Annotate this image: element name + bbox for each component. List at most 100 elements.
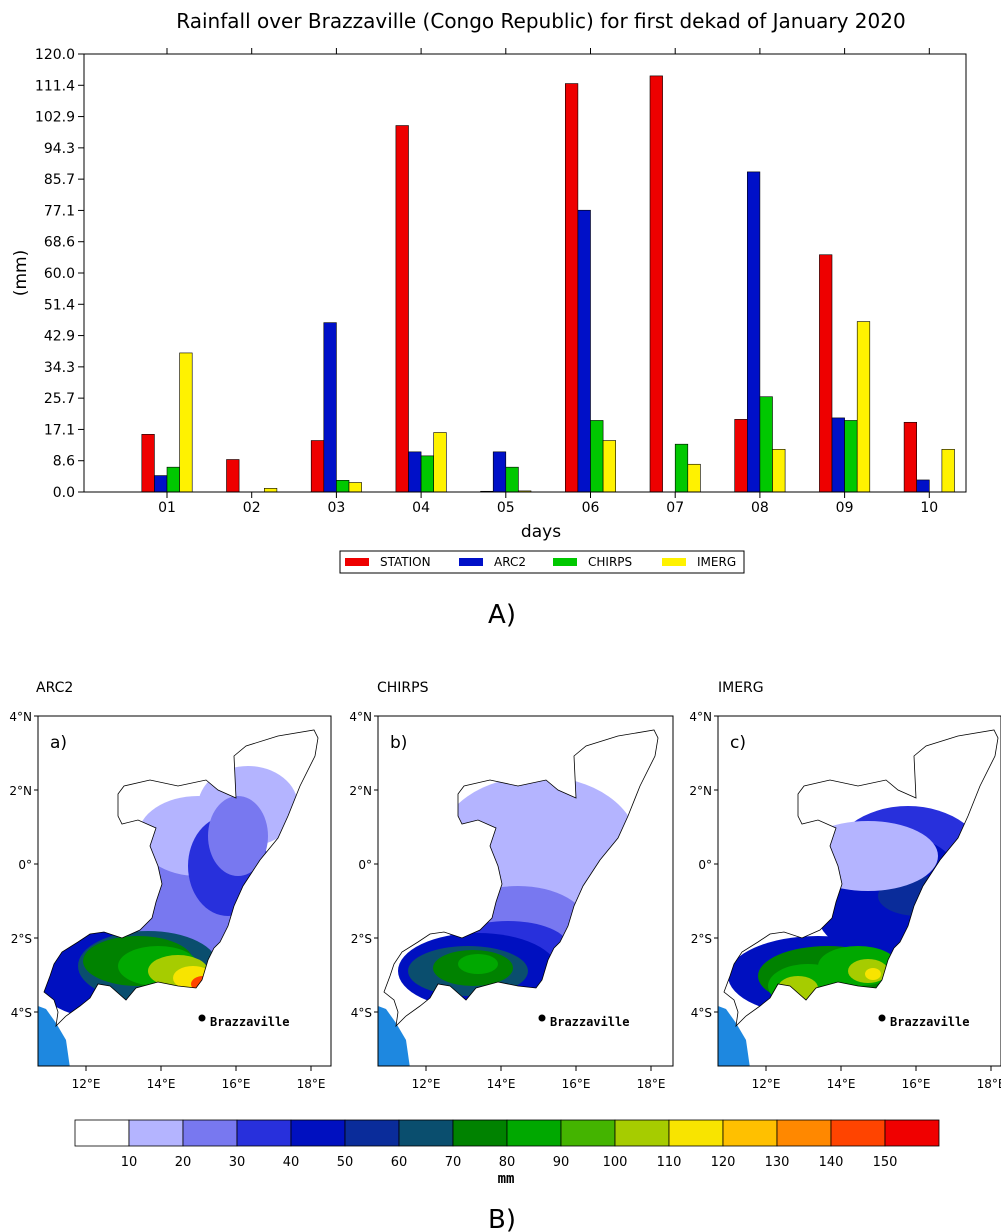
colorbar-label: 80 (499, 1155, 516, 1170)
map-title: IMERG (718, 680, 764, 696)
y-tick-label: 68.6 (44, 235, 75, 251)
colorbar-swatch (722, 1119, 778, 1147)
map-frame (717, 715, 1001, 1067)
lat-tick-label: 4°S (351, 1006, 372, 1020)
lat-tick-label: 4°N (689, 710, 712, 724)
rainfall-field (44, 766, 298, 1021)
country-border (43, 729, 319, 1028)
bar-arc2 (916, 479, 930, 493)
colorbar-label: 100 (603, 1155, 628, 1170)
rainfall-field (728, 806, 988, 1016)
colorbar-label: 130 (765, 1155, 790, 1170)
legend: STATION ARC2 CHIRPS IMERG (339, 550, 745, 574)
lat-tick-label: 2°S (11, 932, 32, 946)
bar-arc2 (746, 171, 761, 493)
colorbar-label: 150 (873, 1155, 898, 1170)
panel-label: c) (730, 733, 746, 753)
lat-tick-label: 2°S (351, 932, 372, 946)
map-panel-chirps: CHIRPS Brazzaville b) 4°N 2°N 0° 2°S 4°S 12°E 14°… (349, 680, 674, 1091)
bar-chirps (336, 480, 350, 493)
y-axis-ticks: 0.0 8.6 17.1 25.7 34.3 42.9 51.4 60.0 68.6 77.1 85… (35, 47, 84, 501)
colorbar-swatch (776, 1119, 832, 1147)
bar-arc2 (492, 451, 507, 493)
bar-chirps (505, 466, 519, 493)
bar-station (649, 75, 663, 493)
colorbar-swatch (236, 1119, 292, 1147)
x-tick-label: 05 (497, 500, 515, 516)
x-tick-label: 08 (751, 500, 769, 516)
colorbar-label: 90 (553, 1155, 570, 1170)
caption-b: B) (488, 1205, 516, 1232)
colorbar-swatch (614, 1119, 670, 1147)
colorbar-swatch (74, 1119, 130, 1147)
lon-tick-label: 14°E (147, 1077, 176, 1091)
bar-station (310, 440, 325, 493)
colorbar-swatch (128, 1119, 184, 1147)
bar-station (903, 421, 917, 493)
map-panel-imerg: IMERG Brazzaville c) 4°N 2°N 0° 2°S 4°S 12°E 14°E… (689, 680, 1001, 1091)
y-tick-label: 102.9 (35, 110, 75, 126)
bar-arc2 (154, 475, 168, 493)
lat-tick-label: 4°N (349, 710, 372, 724)
panel-label: b) (390, 733, 407, 753)
rainfall-contour (798, 821, 938, 891)
x-axis-label: days (521, 522, 561, 542)
bar-imerg (602, 440, 616, 493)
y-tick-label: 42.9 (44, 329, 75, 345)
colorbar-label: 140 (819, 1155, 844, 1170)
colorbar-swatch (830, 1119, 886, 1147)
legend-label: CHIRPS (588, 555, 632, 569)
map-title: CHIRPS (377, 680, 429, 696)
legend-swatch (459, 558, 483, 566)
city-marker (538, 1014, 546, 1022)
y-tick-label: 51.4 (44, 297, 75, 313)
lon-tick-label: 16°E (562, 1077, 591, 1091)
bar-chirps (759, 396, 773, 493)
x-tick-label: 03 (327, 500, 345, 516)
bar-imerg (941, 448, 955, 493)
colorbar-swatch (506, 1119, 562, 1147)
lat-tick-label: 4°N (9, 710, 32, 724)
lon-tick-label: 12°E (72, 1077, 101, 1091)
panel-label: a) (50, 733, 67, 753)
bar-imerg (433, 432, 447, 493)
x-tick-label: 07 (666, 500, 684, 516)
y-tick-label: 17.1 (44, 422, 75, 438)
y-tick-label: 111.4 (35, 78, 75, 94)
colorbar-swatch (290, 1119, 346, 1147)
colorbar-swatch (182, 1119, 238, 1147)
bar-station (141, 434, 155, 493)
legend-label: IMERG (697, 555, 736, 569)
legend-frame (339, 550, 745, 574)
rainfall-contour (778, 976, 818, 1000)
y-tick-label: 120.0 (35, 47, 75, 63)
bar-series (141, 75, 955, 493)
rainfall-contour (202, 983, 214, 993)
bar-imerg (263, 488, 278, 493)
bar-chirps (844, 420, 858, 493)
lat-tick-label: 2°N (349, 784, 372, 798)
colorbar-unit: mm (498, 1171, 515, 1187)
x-axis-ticks: 01 02 03 04 05 06 07 08 09 10 (158, 48, 938, 516)
chart-title: Rainfall over Brazzaville (Congo Republi… (176, 9, 905, 33)
y-tick-label: 34.3 (44, 360, 75, 376)
legend-swatch (662, 558, 686, 566)
bar-chirps (166, 466, 180, 493)
bar-station (226, 459, 240, 493)
y-tick-label: 8.6 (53, 454, 75, 470)
plot-frame (83, 53, 967, 493)
map-frame (37, 715, 332, 1067)
y-tick-label: 0.0 (53, 485, 75, 501)
bar-arc2 (577, 209, 591, 493)
colorbar-label: 30 (229, 1155, 246, 1170)
colorbar-label: 40 (283, 1155, 300, 1170)
bar-arc2 (831, 417, 845, 493)
country-border (723, 729, 999, 1028)
lon-tick-label: 18°E (977, 1077, 1001, 1091)
map-panel-arc2: ARC2 Brazzaville a) 4°N 2°N 0° 2°S 4°S 12°E 14°E 1… (9, 680, 332, 1091)
bar-chirps (674, 443, 689, 493)
y-tick-label: 77.1 (44, 203, 75, 219)
y-tick-label: 94.3 (44, 141, 75, 157)
city-label: Brazzaville (890, 1015, 969, 1029)
